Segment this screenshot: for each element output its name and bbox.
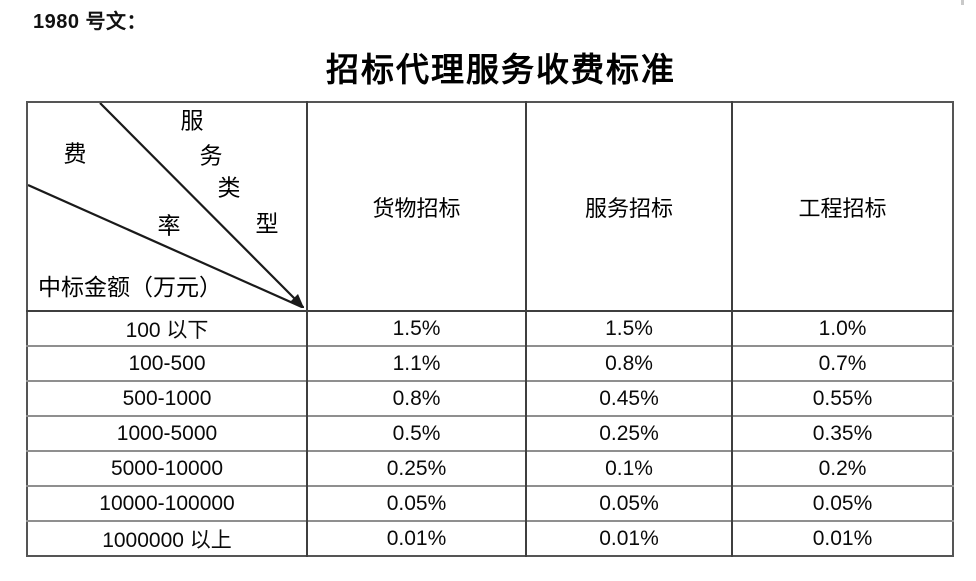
goods-rate-cell: 0.5% <box>306 415 526 451</box>
goods-rate-cell: 0.8% <box>306 380 526 416</box>
diagonal-corner-cell: 服 务 类 型 费 率 中标金额（万元） <box>27 102 307 312</box>
engineering-rate-cell: 0.7% <box>731 345 953 381</box>
services-rate-cell: 0.8% <box>525 345 732 381</box>
engineering-rate-cell: 0.05% <box>731 485 953 521</box>
corner-label-type-char-1: 服 <box>180 108 204 134</box>
engineering-rate-cell: 0.2% <box>731 450 953 486</box>
table-row: 10000-100000 0.05% 0.05% 0.05% <box>27 485 953 521</box>
diagonal-line-upper <box>99 103 304 308</box>
table-row: 100 以下 1.5% 1.5% 1.0% <box>27 310 953 346</box>
table-row: 1000000 以上 0.01% 0.01% 0.01% <box>27 520 953 556</box>
table-row: 100-500 1.1% 0.8% 0.7% <box>27 345 953 381</box>
table-row: 1000-5000 0.5% 0.25% 0.35% <box>27 415 953 451</box>
amount-range-cell: 1000-5000 <box>27 415 307 451</box>
table-row: 500-1000 0.8% 0.45% 0.55% <box>27 380 953 416</box>
column-header-services: 服务招标 <box>525 102 732 312</box>
engineering-rate-cell: 0.35% <box>731 415 953 451</box>
corner-label-type-char-3: 类 <box>217 175 241 201</box>
goods-rate-cell: 1.1% <box>306 345 526 381</box>
amount-range-cell: 500-1000 <box>27 380 307 416</box>
corner-amount-label: 中标金额（万元） <box>38 275 222 300</box>
services-rate-cell: 0.01% <box>525 520 732 556</box>
table-header-row: 服 务 类 型 费 率 中标金额（万元） 货物招标 服务招标 工程招标 <box>27 102 953 312</box>
engineering-rate-cell: 1.0% <box>731 310 953 346</box>
services-rate-cell: 0.1% <box>525 450 732 486</box>
diagonal-lines <box>28 103 304 308</box>
amount-range-cell: 100 以下 <box>27 310 307 346</box>
corner-label-type-char-4: 型 <box>255 211 279 237</box>
diagonal-line-lower <box>28 183 304 308</box>
corner-label-rate-char-1: 费 <box>63 141 87 167</box>
services-rate-cell: 0.45% <box>525 380 732 416</box>
engineering-rate-cell: 0.01% <box>731 520 953 556</box>
page-edge-artifact <box>961 0 964 5</box>
corner-label-type-char-2: 务 <box>199 143 223 169</box>
fee-standard-table: 服 务 类 型 费 率 中标金额（万元） 货物招标 服务招标 工程招标 100 … <box>26 101 954 557</box>
column-header-goods: 货物招标 <box>306 102 526 312</box>
amount-range-cell: 1000000 以上 <box>27 520 307 556</box>
diagonal-arrowhead <box>290 294 304 308</box>
goods-rate-cell: 1.5% <box>306 310 526 346</box>
goods-rate-cell: 0.01% <box>306 520 526 556</box>
doc-reference-label: 1980 号文： <box>33 11 148 33</box>
goods-rate-cell: 0.05% <box>306 485 526 521</box>
corner-label-rate-char-2: 率 <box>157 213 181 239</box>
amount-range-cell: 10000-100000 <box>27 485 307 521</box>
amount-range-cell: 5000-10000 <box>27 450 307 486</box>
amount-range-cell: 100-500 <box>27 345 307 381</box>
engineering-rate-cell: 0.55% <box>731 380 953 416</box>
services-rate-cell: 1.5% <box>525 310 732 346</box>
table-row: 5000-10000 0.25% 0.1% 0.2% <box>27 450 953 486</box>
page-title: 招标代理服务收费标准 <box>326 53 676 89</box>
column-header-engineering: 工程招标 <box>731 102 953 312</box>
goods-rate-cell: 0.25% <box>306 450 526 486</box>
services-rate-cell: 0.05% <box>525 485 732 521</box>
services-rate-cell: 0.25% <box>525 415 732 451</box>
